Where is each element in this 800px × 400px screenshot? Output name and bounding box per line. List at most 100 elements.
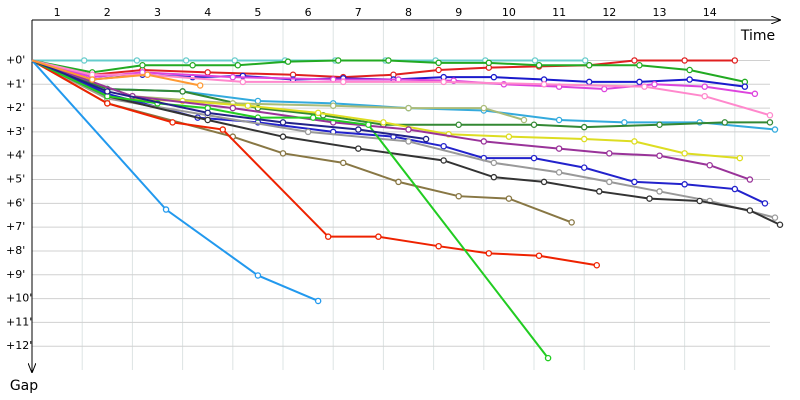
x-tick-label: 2: [104, 6, 111, 19]
data-point: [761, 200, 769, 207]
data-point: [435, 59, 442, 67]
data-point: [656, 121, 663, 129]
data-point: [455, 192, 462, 200]
y-tick-label: +2': [6, 101, 25, 114]
data-point: [309, 114, 317, 121]
y-tick-label: +9': [6, 268, 25, 281]
x-tick-label: 4: [204, 6, 211, 19]
data-point: [304, 128, 312, 136]
series-line: [31, 59, 319, 302]
series-line: [31, 59, 735, 79]
data-point: [435, 242, 442, 250]
data-point: [385, 57, 392, 64]
data-point: [701, 92, 708, 100]
y-tick-label: +10': [6, 292, 32, 305]
data-point: [636, 78, 643, 86]
x-tick-label: 3: [154, 6, 161, 19]
series-line: [31, 59, 771, 117]
data-point: [435, 66, 442, 74]
data-point: [485, 250, 493, 257]
data-point: [139, 61, 146, 69]
data-point: [580, 135, 588, 143]
data-point: [339, 78, 347, 86]
y-tick-label: +3': [6, 125, 25, 138]
data-point: [721, 119, 729, 126]
data-point: [365, 121, 372, 129]
data-point: [279, 119, 287, 126]
data-point: [375, 233, 382, 240]
y-tick-label: +0': [6, 53, 25, 66]
data-point: [244, 102, 252, 109]
data-point: [621, 119, 628, 126]
series-line: [31, 59, 427, 141]
data-point: [585, 78, 593, 86]
data-point: [279, 133, 287, 140]
data-point: [329, 102, 337, 109]
data-point: [631, 138, 638, 145]
data-point: [405, 138, 412, 145]
x-tick-label: 6: [305, 6, 312, 19]
data-point: [601, 85, 608, 93]
data-point: [490, 73, 498, 81]
data-point: [189, 61, 196, 69]
data-point: [490, 173, 498, 181]
data-point: [686, 76, 693, 83]
data-point: [741, 83, 749, 90]
data-point: [229, 104, 237, 112]
data-point: [776, 221, 784, 229]
data-point: [133, 57, 141, 64]
data-point: [746, 207, 754, 214]
series-line: [31, 59, 201, 87]
x-tick-label: 8: [405, 6, 412, 19]
x-axis-title: Time: [740, 28, 775, 44]
data-point: [681, 57, 688, 64]
x-tick-label: 14: [703, 6, 717, 19]
data-point: [766, 111, 774, 119]
x-tick-label: 9: [455, 6, 462, 19]
data-point: [234, 61, 242, 69]
data-point: [731, 185, 739, 193]
data-point: [530, 154, 538, 162]
data-point: [505, 133, 513, 140]
data-point: [766, 119, 774, 126]
data-point: [646, 195, 653, 202]
y-tick-label: +4': [6, 149, 25, 162]
data-point: [104, 88, 111, 95]
data-point: [606, 178, 613, 186]
data-point: [531, 57, 539, 64]
y-axis-title: Gap: [10, 378, 38, 394]
y-tick-label: +8': [6, 244, 25, 257]
data-point: [540, 178, 548, 186]
data-point: [535, 252, 543, 259]
data-point: [380, 119, 387, 126]
y-tick-label: +11': [6, 315, 32, 328]
series-line: [31, 59, 597, 267]
data-point: [631, 178, 638, 186]
data-point: [169, 119, 176, 126]
x-tick-label: 13: [653, 6, 667, 19]
data-point: [751, 90, 759, 98]
data-point: [505, 195, 513, 202]
data-point: [162, 206, 170, 213]
data-point: [324, 233, 332, 240]
data-point: [219, 126, 227, 133]
data-point: [405, 126, 412, 133]
data-point: [440, 157, 447, 164]
series-line: [31, 59, 770, 129]
data-point: [395, 178, 402, 186]
data-point: [314, 109, 322, 117]
data-point: [636, 61, 643, 69]
x-tick-label: 10: [502, 6, 516, 19]
data-point: [88, 76, 96, 83]
y-tick-label: +5': [6, 173, 25, 186]
data-point: [585, 61, 593, 69]
data-point: [254, 97, 262, 105]
data-point: [440, 142, 447, 150]
data-point: [596, 188, 603, 195]
y-tick-label: +1': [6, 77, 25, 90]
x-tick-label: 1: [54, 6, 61, 19]
data-point: [485, 59, 493, 67]
data-point: [535, 61, 543, 69]
data-point: [736, 154, 744, 162]
